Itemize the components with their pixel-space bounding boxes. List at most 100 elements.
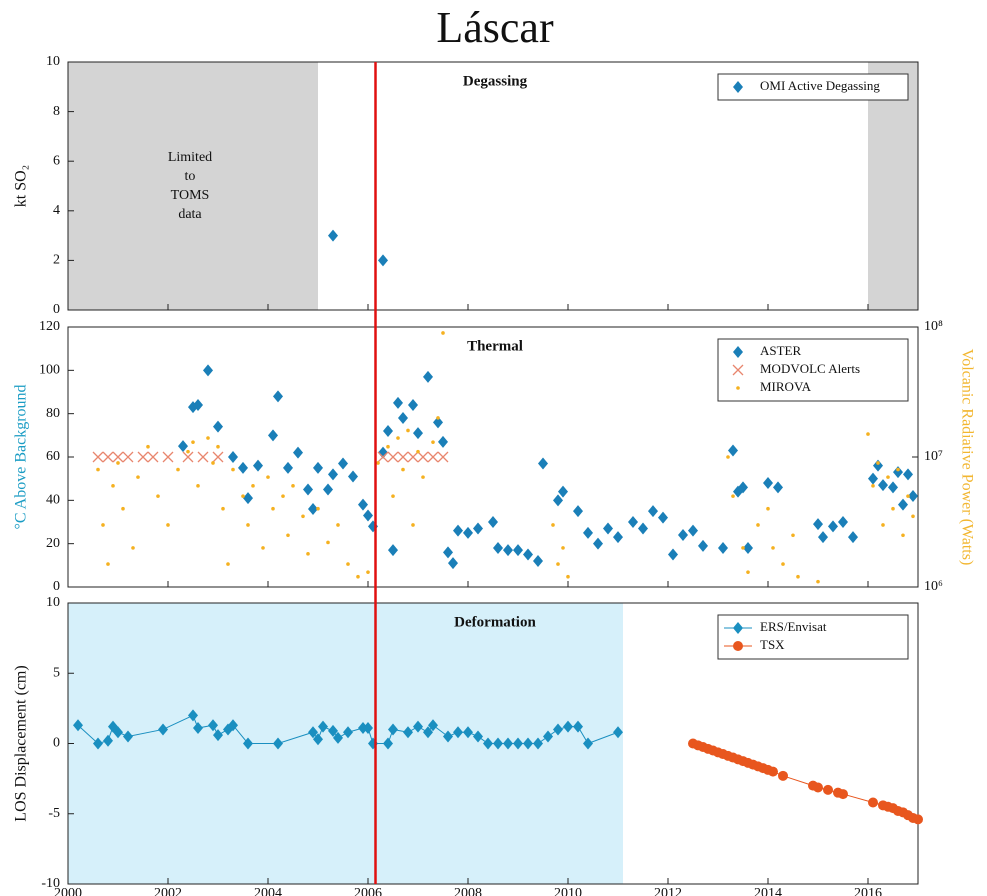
y-tick-label: 5 (53, 665, 60, 680)
diamond-marker (193, 399, 203, 411)
diamond-marker (688, 524, 698, 537)
figure-title: Láscar (436, 3, 554, 52)
dot-marker (306, 552, 310, 556)
diamond-marker (343, 726, 353, 739)
diamond-marker (828, 520, 838, 533)
diamond-marker (93, 737, 103, 750)
diamond-marker (613, 726, 623, 739)
diamond-marker (358, 498, 368, 511)
x-marker (397, 451, 409, 463)
diamond-marker (423, 726, 433, 739)
panel-frame (67, 61, 919, 311)
diamond-marker (253, 459, 263, 472)
dot-marker (366, 570, 370, 574)
dot-marker (896, 467, 900, 472)
diamond-marker (773, 481, 783, 494)
diamond-marker (538, 457, 548, 470)
dot-marker (326, 540, 330, 545)
dot-marker (741, 546, 745, 550)
diamond-marker (718, 542, 728, 554)
diamond-marker (488, 516, 498, 528)
diamond-marker (593, 537, 603, 550)
diamond-marker (413, 427, 423, 440)
diamond-marker (283, 461, 293, 474)
diamond-marker (678, 529, 688, 541)
x-tick-label: 2000 (54, 886, 82, 896)
annotation: to (185, 169, 196, 184)
x-marker (417, 451, 429, 463)
dot-marker (191, 440, 195, 444)
dot-marker (356, 574, 360, 579)
diamond-marker (658, 511, 668, 524)
dot-marker (286, 533, 290, 538)
diamond-marker (208, 719, 218, 732)
diamond-marker (878, 479, 888, 492)
dot-marker (901, 533, 905, 538)
dot-marker (226, 562, 230, 566)
diamond-marker (333, 731, 343, 744)
diamond-marker (733, 346, 743, 358)
diamond-marker (513, 544, 523, 557)
dot-marker (771, 546, 775, 550)
diamond-marker (428, 719, 438, 732)
dot-marker (391, 494, 395, 498)
diamond-marker (813, 518, 823, 531)
diamond-marker (318, 720, 328, 733)
x-tick-label: 2008 (454, 886, 482, 896)
diamond-marker (398, 412, 408, 424)
diamond-marker (203, 364, 213, 377)
dot-marker (221, 506, 225, 511)
x-tick-label: 2010 (554, 886, 582, 896)
panel-title: Thermal (467, 338, 523, 354)
dot-marker (261, 546, 265, 550)
diamond-marker (903, 468, 913, 481)
legend-box (717, 73, 909, 101)
dot-marker (396, 436, 400, 440)
diamond-marker (838, 516, 848, 528)
diamond-marker (383, 737, 393, 750)
dot-marker (881, 523, 885, 527)
x-tick-label: 2014 (754, 886, 782, 896)
diamond-marker (818, 531, 828, 544)
y-tick-label: 6 (53, 153, 60, 168)
diamond-marker (273, 390, 283, 403)
dot-marker (436, 416, 440, 420)
y-tick-label: 40 (46, 493, 60, 508)
diamond-marker (273, 737, 283, 750)
dot-marker (441, 331, 445, 335)
annotation: TOMS (171, 188, 210, 203)
panel-title: Deformation (454, 614, 536, 630)
y-tick-label: 20 (46, 536, 60, 551)
diamond-marker (113, 726, 123, 739)
diamond-marker (413, 720, 423, 733)
diamond-marker (433, 416, 443, 429)
diamond-marker (403, 726, 413, 739)
diamond-marker (268, 429, 278, 442)
dot-marker (871, 484, 875, 488)
circle-marker (768, 766, 778, 777)
diamond-marker (573, 720, 583, 733)
x-marker (162, 451, 174, 463)
diamond-marker (898, 498, 908, 511)
diamond-marker (363, 722, 373, 735)
diamond-marker (228, 451, 238, 463)
diamond-marker (188, 709, 198, 722)
dot-marker (876, 461, 880, 465)
y-tick-label: 100 (39, 363, 60, 378)
diamond-marker (733, 622, 743, 634)
x-marker (437, 451, 449, 463)
dot-marker (416, 449, 420, 454)
legend-label: TSX (760, 637, 785, 652)
diamond-marker (313, 461, 323, 474)
x-marker (112, 451, 124, 463)
x-marker (147, 451, 159, 463)
diamond-marker (523, 548, 533, 561)
diamond-marker (243, 737, 253, 750)
dot-marker (406, 428, 410, 433)
y2-tick-label: 10⁷ (924, 449, 943, 464)
diamond-marker (393, 396, 403, 409)
diamond-marker (463, 726, 473, 739)
legend-label: ASTER (760, 343, 802, 358)
y-tick-label: 120 (39, 319, 60, 334)
